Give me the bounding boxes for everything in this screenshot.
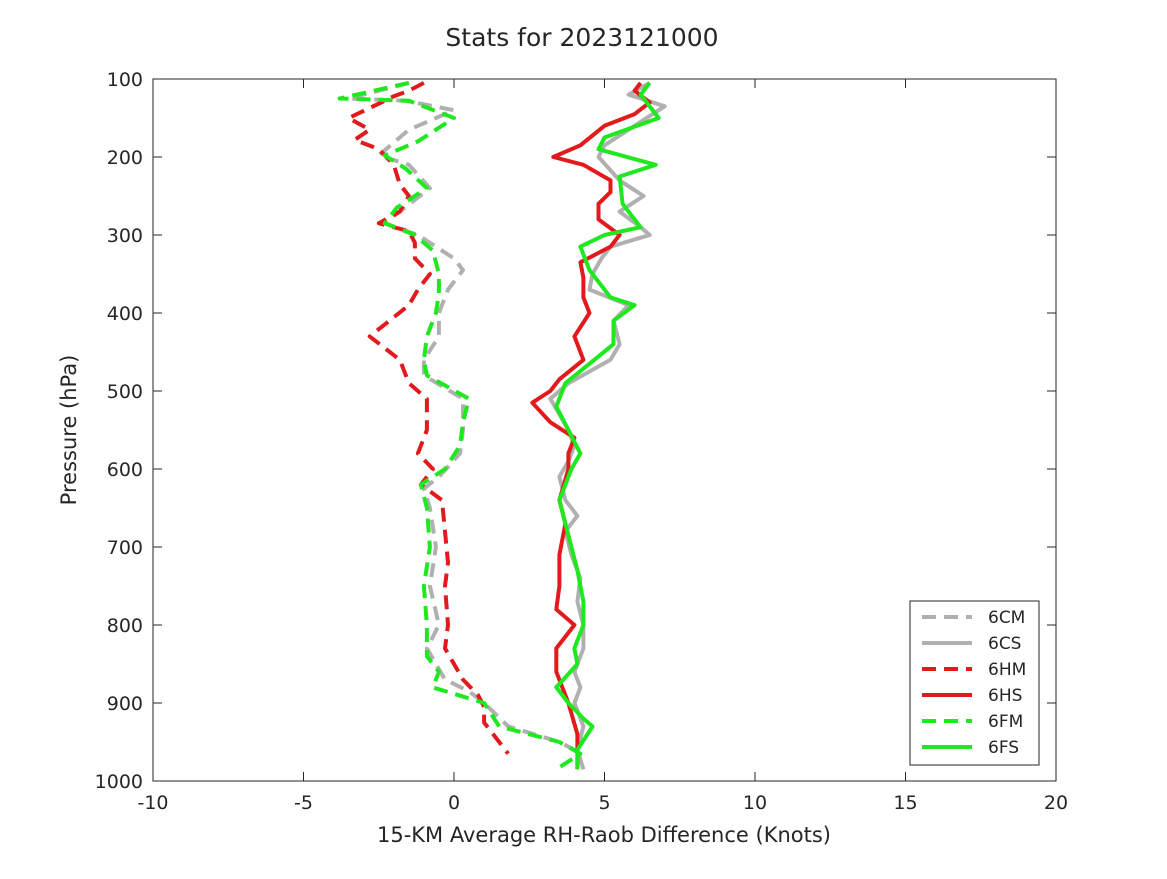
legend-label-6fm: 6FM: [988, 712, 1023, 732]
chart-title: Stats for 2023121000: [445, 23, 718, 52]
y-tick-label: 500: [107, 381, 143, 403]
y-tick-label: 600: [107, 459, 143, 481]
y-tick-label: 100: [107, 69, 143, 91]
x-tick-label: 0: [448, 792, 460, 814]
y-tick-label: 800: [107, 615, 143, 637]
series-line-6hs: [530, 81, 652, 770]
series-line-6fm: [337, 80, 583, 771]
legend: 6CM 6CS 6HM 6HS 6FM 6FS: [909, 600, 1040, 766]
x-tick-label: 20: [1044, 792, 1068, 814]
x-tick-label: -10: [137, 792, 168, 814]
series-line-6hm: [346, 81, 510, 755]
series-layer: [337, 80, 667, 771]
x-tick-label: -5: [294, 792, 313, 814]
series-line-6cm: [346, 80, 576, 752]
legend-label-6hm: 6HM: [988, 660, 1026, 680]
y-tick-label: 900: [107, 693, 143, 715]
x-tick-label: 5: [598, 792, 610, 814]
series-line-6fs: [554, 81, 661, 770]
y-tick-label: 400: [107, 303, 143, 325]
legend-label-6fs: 6FS: [988, 738, 1019, 758]
y-tick-label: 300: [107, 225, 143, 247]
ticks-layer: -10 -5 0 5 10 15 20 100 200 300 400 500 600 700 800 900…: [95, 69, 1068, 814]
y-tick-label: 200: [107, 147, 143, 169]
x-axis-label: 15-KM Average RH-Raob Difference (Knots): [377, 823, 831, 847]
legend-label-6cm: 6CM: [988, 608, 1025, 628]
legend-box: [909, 600, 1040, 766]
y-axis-label: Pressure (hPa): [57, 355, 81, 506]
y-tick-label: 700: [107, 537, 143, 559]
legend-label-6cs: 6CS: [988, 634, 1021, 654]
y-tick-label: 1000: [95, 771, 143, 793]
x-tick-label: 10: [743, 792, 767, 814]
legend-label-6hs: 6HS: [988, 686, 1022, 706]
x-tick-label: 15: [893, 792, 917, 814]
